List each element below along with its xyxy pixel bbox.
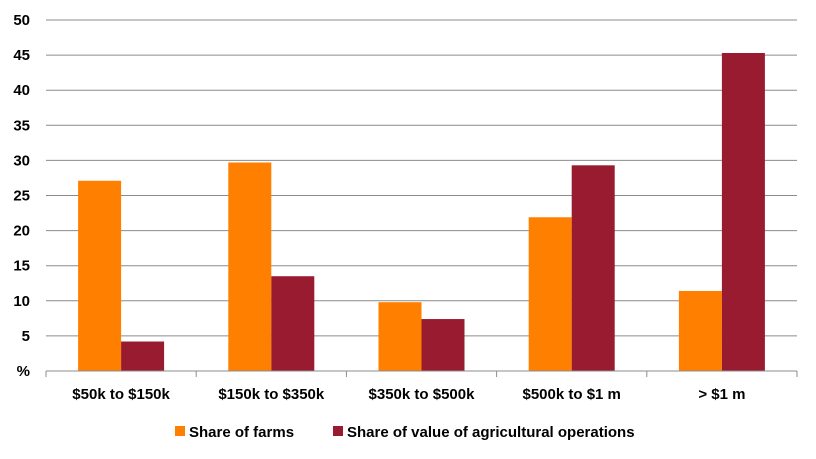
x-category-label: $150k to $350k xyxy=(218,386,325,403)
bar-share-of-value xyxy=(121,341,165,371)
bar-share-of-farms xyxy=(378,302,422,371)
x-axis xyxy=(45,370,798,377)
bar-share-of-farms xyxy=(528,217,572,371)
y-tick-label: % xyxy=(17,363,30,380)
x-category-label: > $1 m xyxy=(698,386,745,403)
legend: Share of farms Share of value of agricult… xyxy=(175,424,635,441)
y-tick-label: 5 xyxy=(22,328,30,345)
bar-share-of-farms xyxy=(78,180,122,371)
y-tick-label: 30 xyxy=(13,152,30,169)
legend-swatch xyxy=(333,426,343,436)
gridlines xyxy=(46,19,797,337)
y-tick-label: 25 xyxy=(13,188,30,205)
x-category-label: $50k to $150k xyxy=(72,386,170,403)
x-category-label: $350k to $500k xyxy=(369,386,476,403)
x-axis-category-labels: $50k to $150k $150k to $350k $350k to $500… xyxy=(72,386,745,403)
legend-label: Share of farms xyxy=(189,424,294,441)
y-tick-label: 10 xyxy=(13,293,30,310)
y-axis-tick-labels: % 5 10 15 20 25 30 35 40 45 50 xyxy=(13,12,30,380)
bar-share-of-value xyxy=(421,319,465,371)
bars xyxy=(78,52,765,372)
bar-share-of-value xyxy=(571,165,615,371)
legend-label: Share of value of agricultural operation… xyxy=(347,424,635,441)
y-tick-label: 15 xyxy=(13,258,30,275)
y-tick-label: 20 xyxy=(13,223,30,240)
bar-share-of-farms xyxy=(678,290,722,371)
bar-share-of-value xyxy=(271,276,315,371)
x-category-label: $500k to $1 m xyxy=(522,386,620,403)
y-tick-label: 45 xyxy=(13,47,30,64)
legend-swatch xyxy=(175,426,185,436)
bar-share-of-farms xyxy=(228,162,272,371)
y-tick-label: 35 xyxy=(13,117,30,134)
y-tick-label: 50 xyxy=(13,12,30,29)
y-tick-label: 40 xyxy=(13,82,30,99)
bar-share-of-value xyxy=(721,52,765,372)
